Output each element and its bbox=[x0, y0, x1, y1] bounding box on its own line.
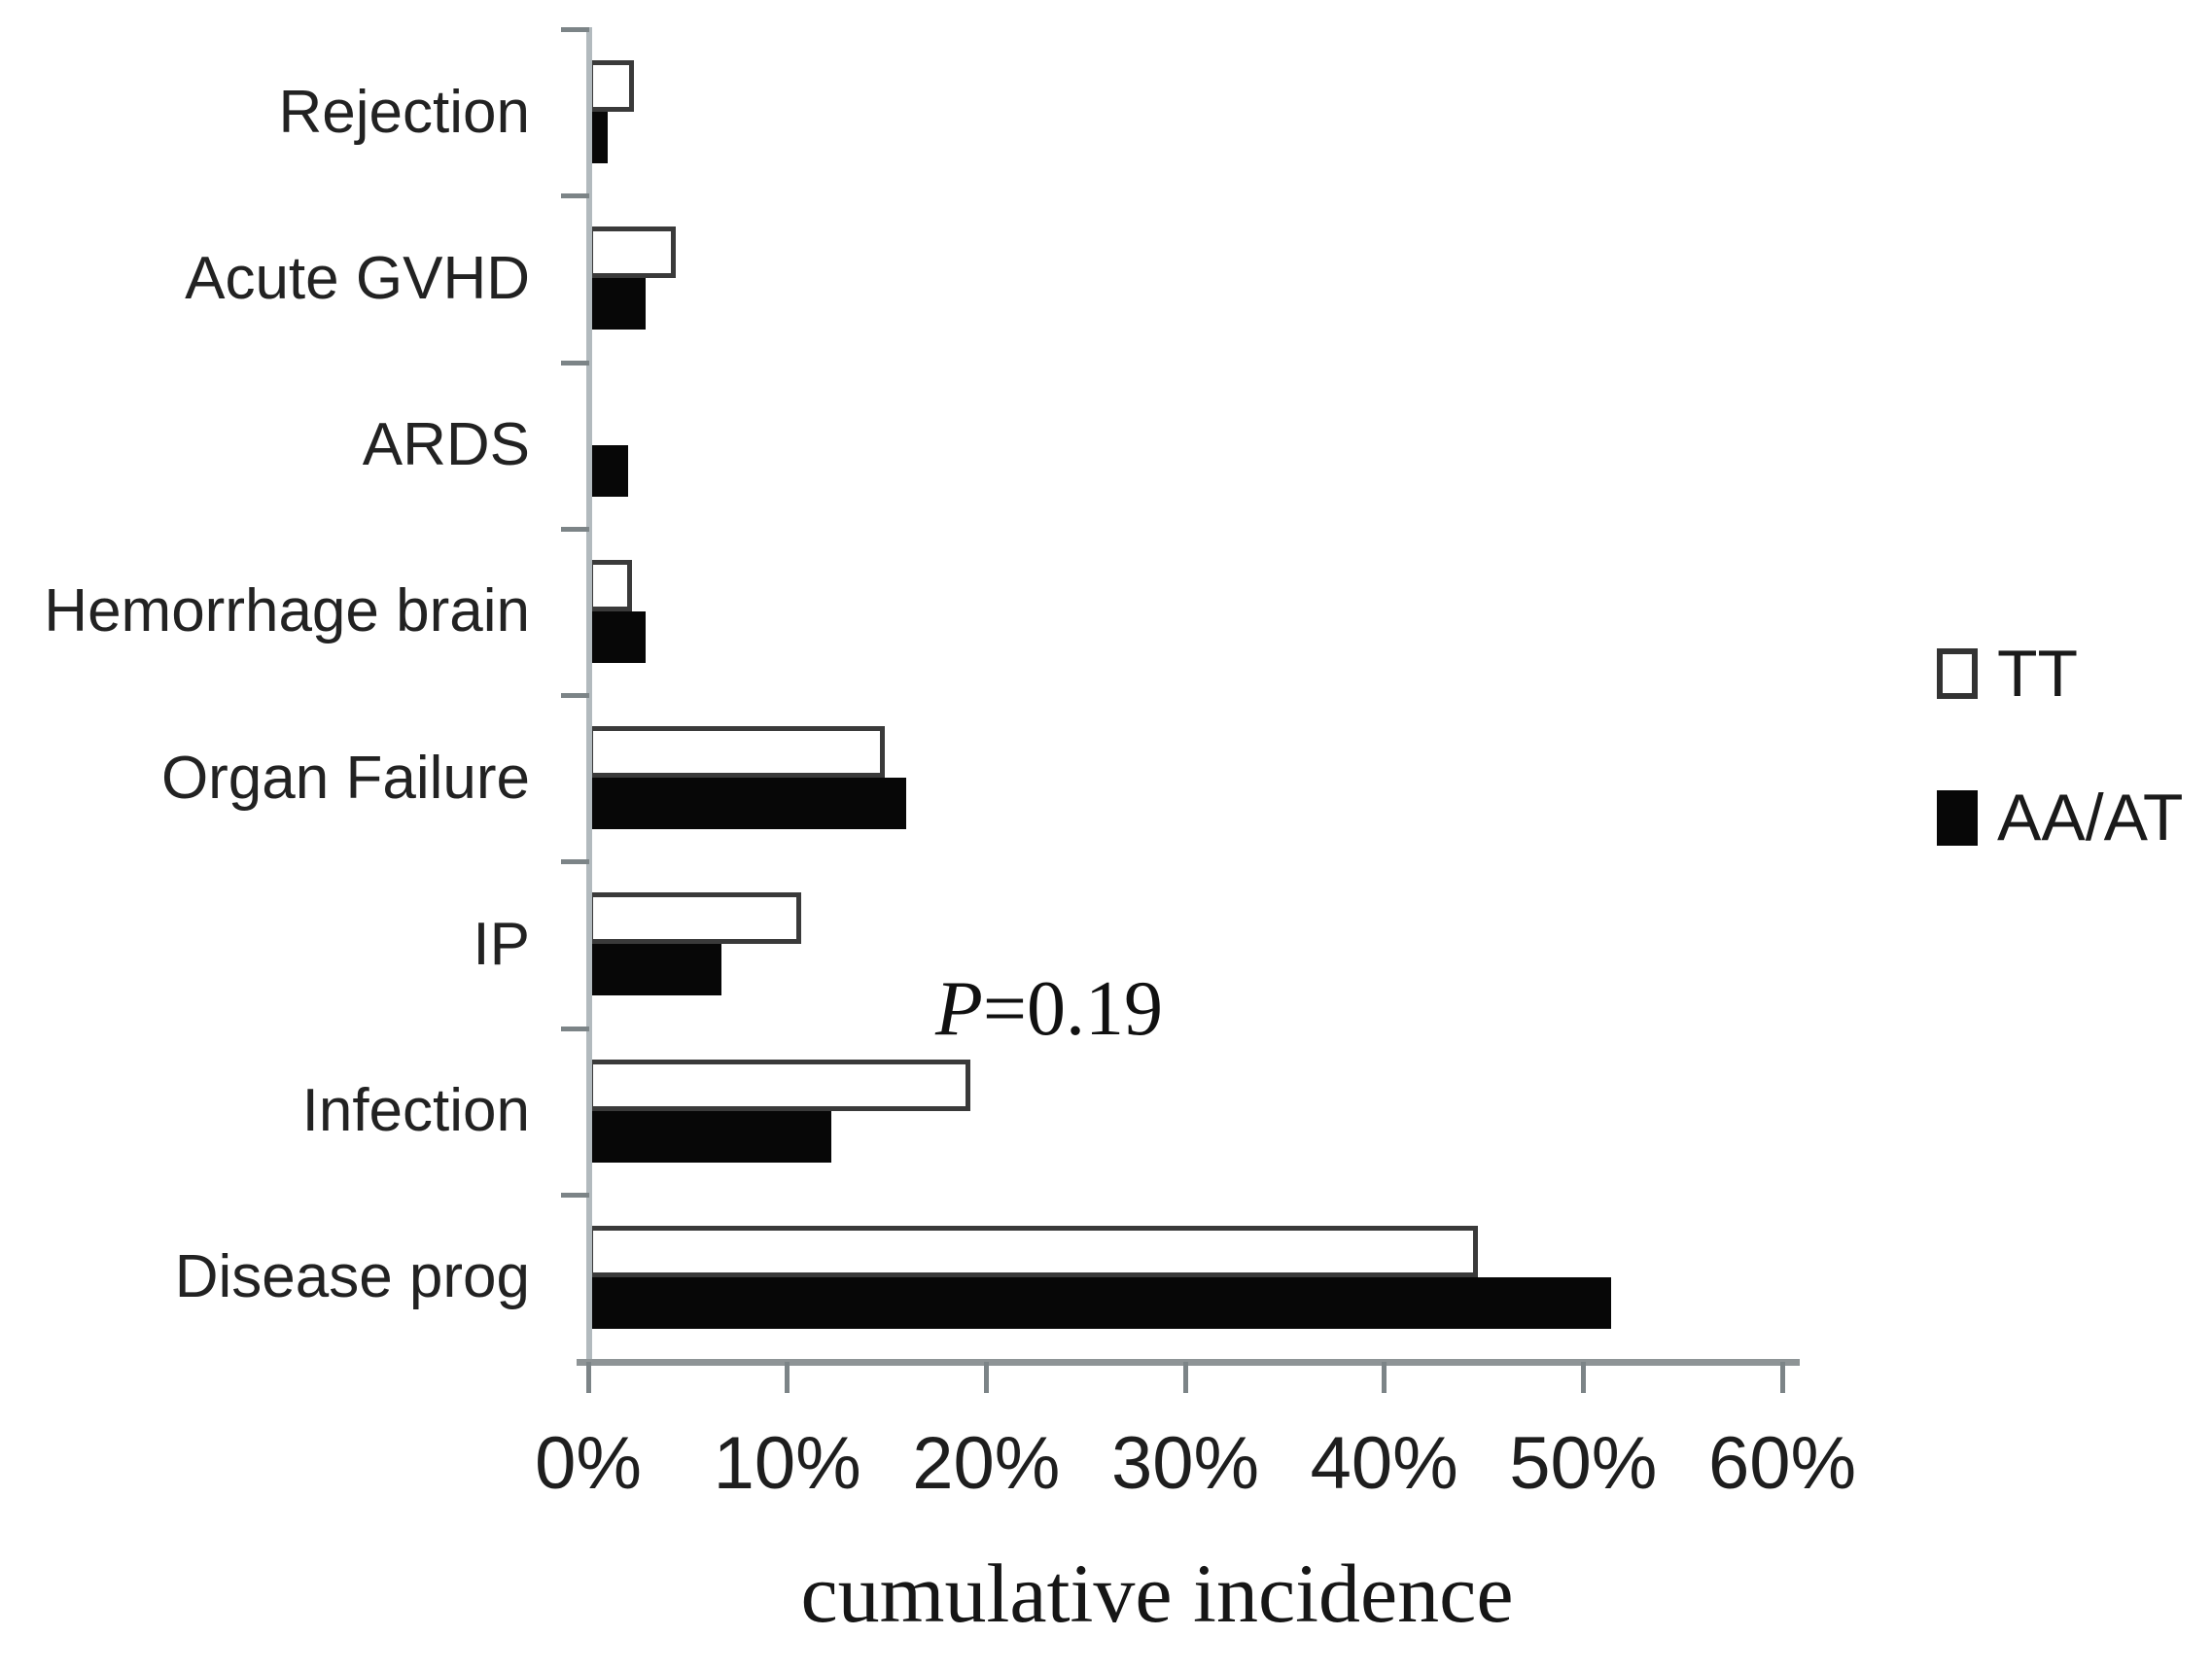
legend-item-aa-at: AA/AT bbox=[1937, 783, 2183, 852]
category-label-disease-prog: Disease prog bbox=[174, 1243, 530, 1311]
x-axis-line bbox=[577, 1359, 1800, 1366]
y-axis-tick bbox=[561, 1026, 589, 1031]
y-axis-line bbox=[586, 27, 592, 1366]
x-axis-tick-20pct bbox=[983, 1362, 989, 1393]
x-axis-tick-label-40pct: 40% bbox=[1310, 1422, 1458, 1505]
category-label-rejection: Rejection bbox=[278, 78, 530, 146]
y-axis-tick bbox=[561, 526, 589, 532]
y-axis-tick bbox=[561, 27, 589, 32]
category-label-organ-failure: Organ Failure bbox=[160, 744, 530, 812]
legend-label-aa-at: AA/AT bbox=[1997, 781, 2184, 854]
category-label-ip: IP bbox=[473, 910, 530, 978]
bar-tt-disease-prog bbox=[588, 1225, 1478, 1277]
x-axis-tick-label-30pct: 30% bbox=[1110, 1422, 1260, 1505]
y-axis-tick bbox=[561, 1192, 589, 1198]
legend-label-tt: TT bbox=[1997, 637, 2079, 711]
x-axis-tick-50pct bbox=[1580, 1362, 1586, 1393]
p-value-annotation: P=0.19 bbox=[935, 970, 1163, 1048]
y-axis-tick bbox=[561, 859, 589, 865]
bar-aa-at-acute-gvhd bbox=[588, 278, 646, 331]
x-axis-tick-label-0pct: 0% bbox=[535, 1422, 642, 1505]
x-axis-tick-40pct bbox=[1382, 1362, 1387, 1393]
bar-tt-rejection bbox=[588, 60, 634, 112]
x-axis-tick-0pct bbox=[585, 1362, 591, 1393]
bar-aa-at-ip bbox=[588, 944, 721, 996]
tt-white-swatch-icon bbox=[1937, 648, 1978, 699]
bar-aa-at-infection bbox=[588, 1110, 831, 1163]
x-axis-tick-10pct bbox=[785, 1362, 790, 1393]
x-axis-tick-label-10pct: 10% bbox=[713, 1422, 861, 1505]
p-symbol: P bbox=[935, 966, 983, 1052]
bar-aa-at-hemorrhage-brain bbox=[588, 610, 646, 663]
x-axis-title: cumulative incidence bbox=[800, 1547, 1514, 1640]
category-label-hemorrhage-brain: Hemorrhage brain bbox=[44, 577, 530, 645]
legend-item-tt: TT bbox=[1937, 640, 2078, 708]
aa-at-black-swatch-icon bbox=[1937, 789, 1978, 846]
bar-aa-at-organ-failure bbox=[588, 778, 906, 829]
p-value: =0.19 bbox=[982, 966, 1163, 1052]
bar-aa-at-disease-prog bbox=[588, 1276, 1611, 1329]
category-label-infection: Infection bbox=[301, 1077, 530, 1145]
category-label-ards: ARDS bbox=[362, 411, 530, 479]
bar-tt-ip bbox=[588, 892, 801, 945]
y-axis-tick bbox=[561, 193, 589, 199]
y-axis-tick bbox=[561, 360, 589, 366]
x-axis-tick-label-60pct: 60% bbox=[1707, 1422, 1857, 1505]
category-label-acute-gvhd: Acute GVHD bbox=[185, 244, 530, 312]
bar-tt-acute-gvhd bbox=[588, 226, 676, 279]
bar-tt-infection bbox=[588, 1059, 970, 1111]
bar-aa-at-rejection bbox=[588, 112, 608, 163]
x-axis-tick-label-50pct: 50% bbox=[1509, 1422, 1658, 1505]
x-axis-tick-30pct bbox=[1182, 1362, 1188, 1393]
bar-tt-hemorrhage-brain bbox=[588, 559, 632, 611]
x-axis-tick-60pct bbox=[1779, 1362, 1785, 1393]
y-axis-tick bbox=[561, 693, 589, 698]
bar-tt-organ-failure bbox=[588, 726, 885, 778]
x-axis-tick-label-20pct: 20% bbox=[912, 1422, 1061, 1505]
bar-aa-at-ards bbox=[588, 444, 628, 497]
